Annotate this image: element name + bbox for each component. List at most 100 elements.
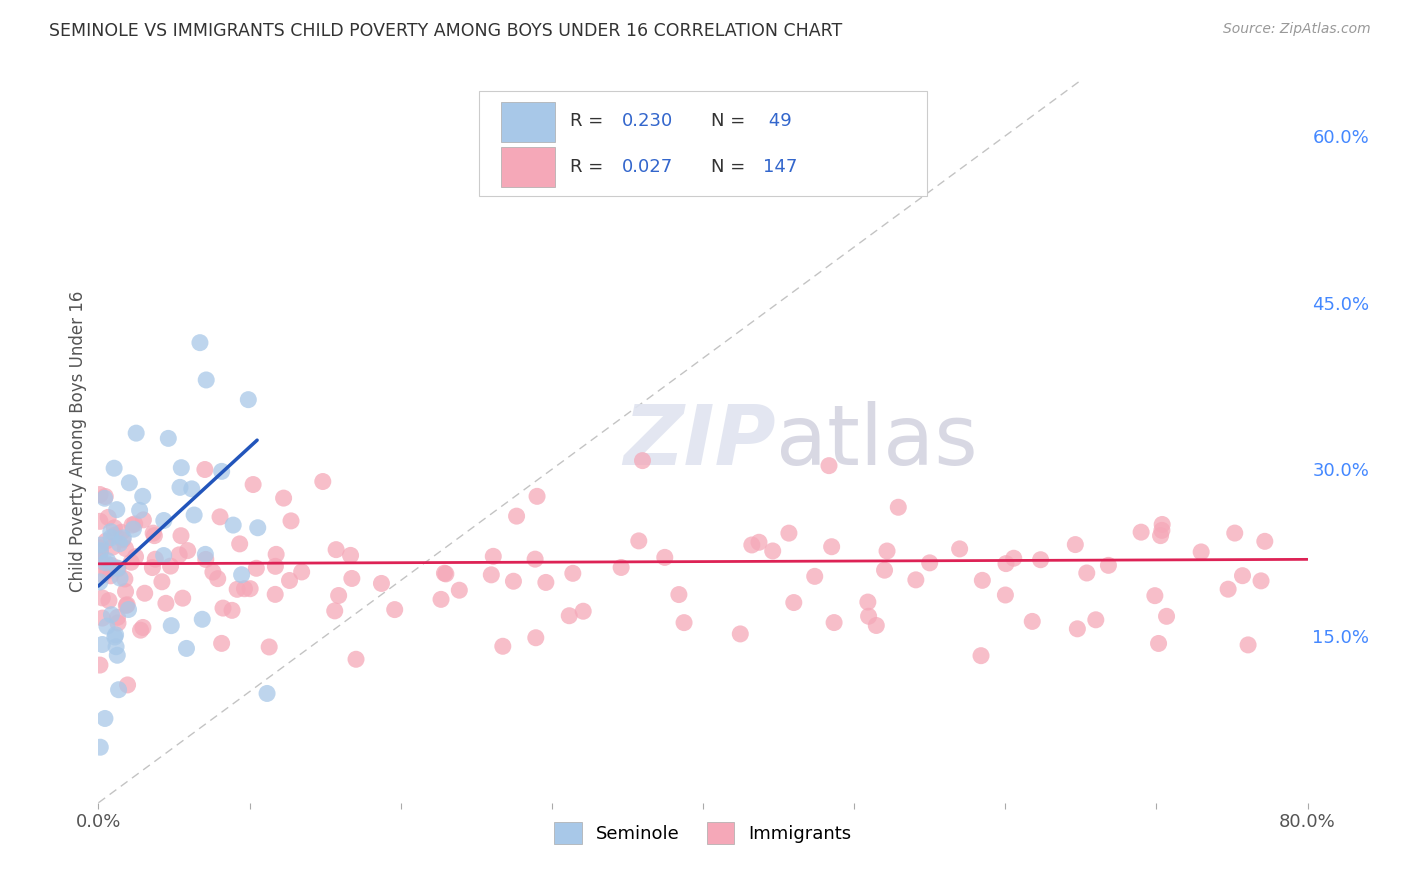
FancyBboxPatch shape — [501, 102, 555, 142]
Point — [96, 564, 118, 578]
Point — [107, 682, 129, 697]
Point — [818, 458, 841, 473]
Point — [107, 615, 129, 630]
Point — [169, 480, 191, 494]
Point — [170, 529, 193, 543]
Point — [132, 513, 155, 527]
Point — [152, 549, 174, 563]
Point — [89, 545, 111, 559]
Point — [128, 503, 150, 517]
Point — [280, 514, 302, 528]
Point — [762, 544, 785, 558]
Text: N =: N = — [711, 158, 751, 176]
Point — [141, 560, 163, 574]
Point — [887, 500, 910, 515]
Point — [104, 630, 127, 644]
Text: 0.027: 0.027 — [621, 158, 673, 176]
Point — [100, 524, 122, 539]
Point — [994, 588, 1017, 602]
Point — [103, 461, 125, 475]
Point — [188, 335, 211, 350]
Point — [534, 575, 557, 590]
Point — [212, 601, 235, 615]
Point — [150, 574, 173, 589]
Text: R =: R = — [569, 112, 609, 130]
Point — [132, 620, 155, 634]
FancyBboxPatch shape — [479, 91, 927, 196]
Point — [654, 550, 676, 565]
Point — [105, 502, 128, 516]
Point — [110, 525, 132, 540]
Point — [1223, 526, 1246, 541]
Point — [1143, 589, 1166, 603]
Point — [94, 556, 117, 570]
Point — [115, 598, 138, 612]
Point — [108, 571, 131, 585]
Point — [430, 592, 453, 607]
Point — [201, 565, 224, 579]
Point — [89, 740, 111, 755]
Point — [344, 652, 367, 666]
Point — [264, 547, 287, 561]
Point — [105, 561, 128, 575]
Point — [730, 627, 752, 641]
Point — [121, 518, 143, 533]
Text: 0.230: 0.230 — [621, 112, 673, 130]
Point — [94, 490, 117, 504]
Point — [668, 588, 690, 602]
Point — [89, 541, 111, 555]
Point — [558, 608, 581, 623]
Point — [91, 611, 114, 625]
Point — [194, 547, 217, 561]
Point — [143, 552, 166, 566]
Point — [264, 587, 287, 601]
Point — [1021, 615, 1043, 629]
Point — [221, 603, 243, 617]
Point — [172, 591, 194, 606]
Point — [904, 573, 927, 587]
Point — [1066, 622, 1088, 636]
Point — [434, 566, 457, 581]
Text: 49: 49 — [763, 112, 792, 130]
Point — [312, 475, 335, 489]
Point — [129, 623, 152, 637]
Point — [1064, 538, 1087, 552]
Point — [673, 615, 696, 630]
Point — [194, 552, 217, 566]
Point — [134, 586, 156, 600]
Point — [111, 533, 134, 547]
Point — [91, 567, 114, 582]
Point — [876, 544, 898, 558]
Point — [972, 574, 994, 588]
Point — [180, 482, 202, 496]
Point — [340, 571, 363, 585]
Point — [90, 554, 112, 568]
Point — [741, 538, 763, 552]
Point — [502, 574, 524, 589]
Point — [207, 572, 229, 586]
Point — [222, 518, 245, 533]
Point — [278, 574, 301, 588]
Point — [328, 589, 350, 603]
Point — [101, 541, 124, 555]
Point — [803, 569, 825, 583]
Point — [208, 509, 231, 524]
Point — [524, 631, 547, 645]
Point — [117, 602, 139, 616]
Point — [291, 565, 314, 579]
Point — [143, 529, 166, 543]
Point — [89, 543, 111, 558]
Point — [142, 526, 165, 541]
Point — [114, 541, 136, 556]
Point — [91, 591, 114, 605]
Point — [561, 566, 583, 581]
Point — [176, 543, 198, 558]
Point — [157, 431, 180, 445]
Point — [120, 555, 142, 569]
Point — [104, 528, 127, 542]
Point — [783, 596, 806, 610]
Point — [97, 510, 120, 524]
Point — [1149, 528, 1171, 542]
Point — [100, 607, 122, 622]
Point — [1084, 613, 1107, 627]
